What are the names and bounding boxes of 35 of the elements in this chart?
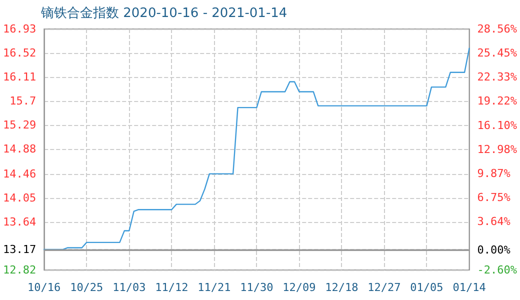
y-tick-label: 16.11 xyxy=(2,70,36,84)
y-tick-label: 13.64 xyxy=(2,215,36,228)
x-tick-label: 11/21 xyxy=(198,281,231,294)
y2-tick-label: -2.60% xyxy=(477,264,518,276)
y2-tick-label: 0.00% xyxy=(477,243,511,256)
x-tick-label: 12/09 xyxy=(282,281,316,294)
y2-tick-label: 19.22% xyxy=(477,94,518,108)
y2-tick-label: 16.10% xyxy=(477,118,518,132)
x-tick-label: 12/27 xyxy=(368,281,401,294)
x-tick-label: 01/14 xyxy=(452,281,486,294)
x-tick-label: 11/03 xyxy=(112,281,146,294)
y2-tick-label: 22.33% xyxy=(477,70,518,84)
y-tick-label: 13.17 xyxy=(2,242,36,256)
y-tick-label: 14.05 xyxy=(2,191,36,204)
x-tick-label: 10/16 xyxy=(28,281,61,294)
y-tick-label: 14.88 xyxy=(2,142,36,156)
y2-tick-label: 28.56% xyxy=(477,22,518,36)
x-tick-label: 11/30 xyxy=(240,281,274,294)
y-tick-label: 16.52 xyxy=(2,46,36,60)
y-tick-label: 12.82 xyxy=(2,264,36,276)
y-tick-label: 15.7 xyxy=(10,94,36,108)
y2-tick-label: 6.75% xyxy=(477,191,511,204)
line-series xyxy=(44,48,470,250)
y2-tick-label: 25.45% xyxy=(477,46,518,60)
y2-tick-label: 12.98% xyxy=(477,143,518,156)
y-tick-label: 15.29 xyxy=(2,118,36,132)
chart-title: 镝铁合金指数 2020-10-16 - 2021-01-14 xyxy=(40,6,288,21)
y-tick-label: 16.93 xyxy=(2,22,36,36)
x-tick-label: 01/05 xyxy=(410,281,444,294)
y2-tick-label: 3.64% xyxy=(477,215,511,228)
y-tick-label: 14.46 xyxy=(2,167,36,180)
x-tick-label: 10/25 xyxy=(70,281,104,294)
x-tick-label: 11/12 xyxy=(155,281,188,294)
x-tick-label: 12/18 xyxy=(325,281,358,294)
y2-tick-label: 9.87% xyxy=(477,167,511,180)
